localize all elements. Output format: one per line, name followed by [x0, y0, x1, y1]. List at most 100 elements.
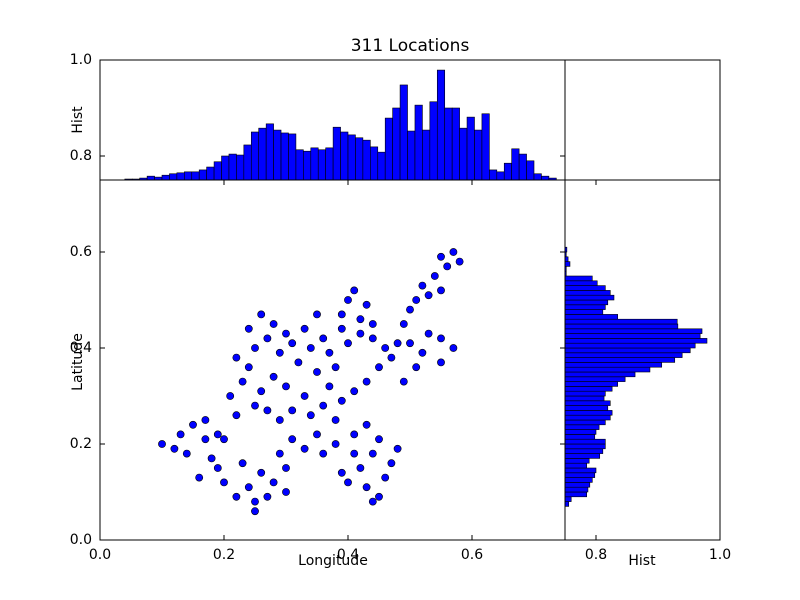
point: [263, 334, 272, 343]
bar: [565, 333, 701, 339]
point: [424, 329, 433, 338]
bar: [459, 127, 468, 180]
bar: [332, 126, 341, 180]
point: [232, 353, 241, 362]
bar: [565, 328, 703, 334]
bar: [221, 155, 230, 180]
point: [368, 320, 377, 328]
bar: [565, 314, 619, 320]
bar: [503, 162, 512, 180]
x-tick-label: 0.2: [213, 547, 235, 563]
point: [331, 416, 340, 424]
empty-axes-frame: [564, 59, 721, 181]
point: [232, 411, 241, 420]
x-tick-label: 0.4: [337, 547, 359, 563]
point: [313, 368, 321, 376]
point: [275, 348, 284, 357]
point: [350, 430, 359, 439]
point: [195, 473, 204, 482]
bar: [161, 174, 170, 180]
point: [257, 468, 266, 477]
point: [443, 262, 452, 271]
bar: [250, 131, 260, 180]
bar: [565, 395, 605, 402]
point: [251, 344, 259, 352]
point: [282, 464, 290, 472]
bar: [565, 482, 591, 488]
bar: [565, 467, 597, 474]
bar: [474, 129, 483, 180]
bar: [565, 501, 570, 507]
point: [306, 344, 315, 352]
point: [418, 348, 427, 357]
point: [375, 492, 383, 501]
point: [368, 334, 377, 343]
x-tick-label: 0.0: [89, 547, 111, 563]
x-tick-label: 0.8: [585, 547, 607, 563]
bar: [565, 357, 676, 363]
point: [356, 315, 365, 324]
point: [282, 329, 290, 338]
point: [399, 377, 408, 386]
bar: [565, 438, 606, 445]
point: [226, 392, 235, 400]
point: [176, 430, 185, 439]
point: [275, 416, 284, 424]
bar: [565, 275, 593, 282]
point: [319, 449, 328, 458]
point: [412, 363, 421, 372]
point: [337, 468, 346, 477]
point: [288, 435, 297, 444]
point: [418, 281, 427, 290]
point: [282, 488, 290, 496]
point: [368, 497, 377, 506]
plot-layer: 0.0 0.2 0.4 0.6 0.0 0.2 0.4 0.6 0.8 1.0 0.8 1.0: [70, 52, 731, 563]
point: [306, 411, 315, 420]
bar: [565, 366, 651, 373]
point: [288, 406, 297, 415]
plot-area: [158, 248, 464, 516]
point: [430, 272, 439, 280]
bar: [213, 161, 222, 180]
bar: [565, 410, 613, 416]
point: [275, 449, 284, 458]
bar: [565, 294, 615, 301]
point: [437, 252, 445, 261]
point: [251, 497, 259, 506]
point: [331, 363, 340, 372]
bar: [565, 347, 691, 354]
bar: [399, 84, 408, 180]
point: [344, 478, 352, 487]
bar: [565, 462, 588, 469]
point: [350, 449, 359, 458]
bar: [565, 381, 619, 387]
bar: [198, 169, 207, 180]
point: [170, 444, 179, 453]
point: [213, 464, 222, 472]
point: [362, 483, 371, 492]
point: [238, 377, 247, 386]
bar: [303, 150, 312, 180]
bar: [565, 371, 636, 378]
point: [424, 291, 433, 300]
bar: [191, 171, 200, 180]
y-tick-label: 0.4: [70, 340, 92, 356]
point: [356, 329, 365, 338]
bar: [436, 69, 446, 180]
bar: [565, 405, 609, 411]
point: [362, 420, 371, 429]
bar: [489, 169, 498, 180]
point: [437, 334, 445, 343]
point: [300, 444, 309, 453]
point: [344, 339, 352, 348]
point: [362, 300, 371, 309]
y-tick-label: 0.6: [70, 244, 92, 260]
bar: [565, 400, 611, 406]
bar: [565, 299, 609, 306]
bar: [481, 113, 490, 180]
bar: [565, 496, 572, 502]
bar: [565, 477, 593, 483]
bar: [355, 137, 364, 180]
bar: [565, 486, 589, 493]
bar: [565, 429, 597, 435]
